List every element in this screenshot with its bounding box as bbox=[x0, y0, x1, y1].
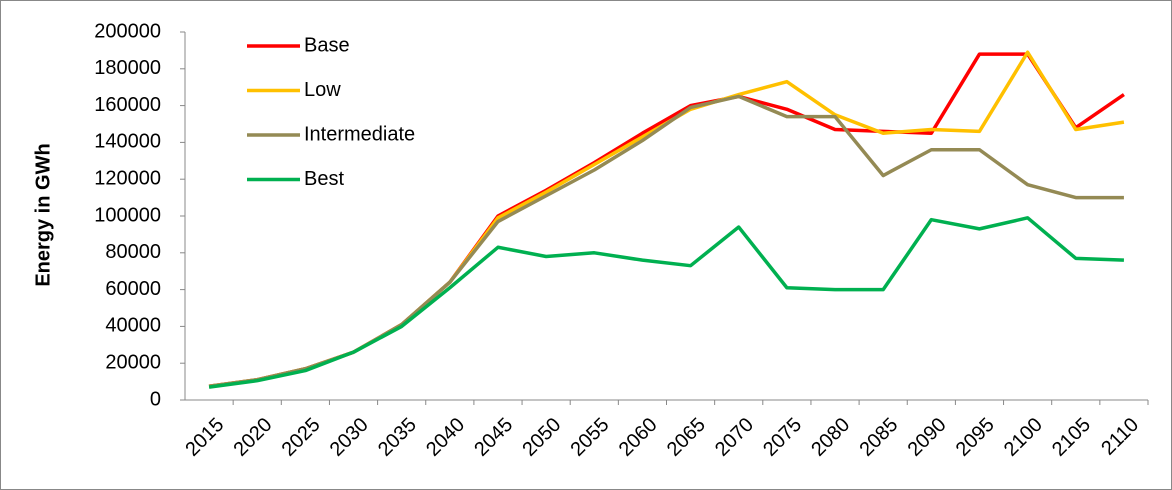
y-tick-label: 20000 bbox=[105, 351, 161, 373]
y-axis-label: Energy in GWh bbox=[32, 143, 54, 286]
y-tick-label: 40000 bbox=[105, 315, 161, 337]
legend-label: Intermediate bbox=[304, 123, 415, 145]
y-tick-label: 160000 bbox=[94, 94, 161, 116]
y-tick-label: 120000 bbox=[94, 167, 161, 189]
y-tick-label: 100000 bbox=[94, 204, 161, 226]
y-tick-label: 0 bbox=[150, 388, 161, 410]
y-tick-label: 140000 bbox=[94, 131, 161, 153]
y-tick-label: 60000 bbox=[105, 278, 161, 300]
series-line bbox=[208, 216, 1124, 389]
y-tick-label: 200000 bbox=[94, 20, 161, 42]
legend-label: Base bbox=[304, 34, 350, 56]
legend-label: Low bbox=[304, 79, 341, 101]
y-tick-label: 180000 bbox=[94, 57, 161, 79]
y-tick-label: 80000 bbox=[105, 241, 161, 263]
legend-label: Best bbox=[304, 168, 344, 190]
